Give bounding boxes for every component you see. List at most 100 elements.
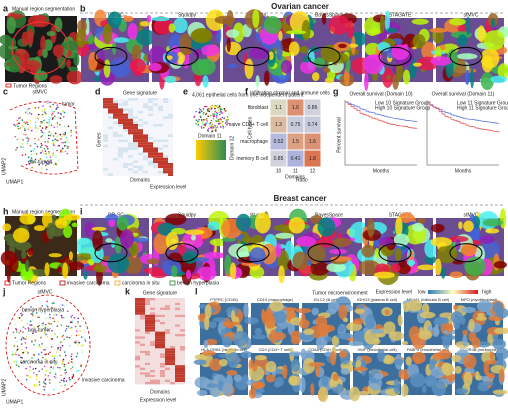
umap-point [63,111,66,114]
heatmap-cell [103,124,108,127]
heatmap-cell [140,372,145,375]
tissue-region [196,389,208,397]
heatmap-cell [128,121,133,124]
heatmap-cell [175,338,180,342]
umap-point [22,139,24,141]
panel-letter: f [245,86,249,96]
survival-curve [345,101,418,129]
umap-point [211,104,214,107]
tissue-region [373,271,395,279]
heatmap-cell [165,300,170,303]
heatmap-cell [165,365,170,368]
tissue-region [226,370,238,376]
umap-point [51,112,54,115]
heatmap-cell [170,307,175,310]
heatmap-cell [153,131,158,135]
umap-point [217,118,220,121]
heatmap-cell [108,152,113,156]
tissue-region [377,349,386,362]
heatmap-cell [150,370,155,373]
heatmap-cell [163,165,168,169]
heatmap-cell [113,108,118,111]
heatmap-cell [145,341,150,344]
umap-point [52,139,54,142]
umap-point [56,336,59,338]
umap-point [48,379,51,381]
umap-point [74,325,77,328]
umap-point [53,375,56,378]
tissue-region [252,362,258,372]
umap-point [64,354,67,357]
heatmap-cell [143,155,148,158]
umap-point [222,125,225,128]
umap-point [38,381,41,383]
heatmap-cell [155,326,160,330]
heatmap-cell [163,103,168,106]
umap-point [57,116,59,118]
heatmap-cell [128,113,133,117]
tissue-region [285,30,307,35]
umap-point [58,144,61,147]
heatmap-cell [113,173,118,176]
heatmap-cell [138,170,143,174]
heatmap-cell [165,374,170,378]
umap-point [46,304,48,306]
umap-point [54,163,57,166]
heatmap-cell [133,170,138,174]
umap-point [47,163,50,165]
umap-point [54,132,57,135]
heatmap-cell [123,142,128,145]
heatmap-cell [133,126,138,130]
tissue-region [268,51,274,61]
umap-point [37,113,40,116]
plot-title: Overall survival (Domain 11) [432,91,495,97]
heatmap-cell [145,302,150,306]
heatmap-cell [135,346,140,349]
tissue-region [493,260,507,269]
heatmap-cell [170,350,175,354]
umap-point [25,367,27,370]
tissue-region [193,48,203,58]
heatmap-cell [155,358,160,361]
tissue-region [298,319,310,329]
heatmap-cell [160,365,165,368]
heatmap-cell [180,324,185,327]
heatmap-cell [123,98,128,101]
umap-point [13,360,16,363]
heatmap-cell [153,100,158,104]
column-label: 11 [293,168,298,174]
heatmap-cell [170,326,175,330]
heatmap-cell [140,370,145,373]
heatmap-cell [148,116,153,119]
tissue-region [254,327,263,336]
tissue-region [191,234,196,241]
legend-swatch [4,280,11,286]
heatmap-cell [168,134,173,137]
heatmap-cell [160,334,165,337]
umap-point [214,104,217,107]
umap-point [45,325,47,328]
heatmap-cell [163,105,168,109]
umap-point [14,135,17,138]
heatmap-cell [123,124,128,127]
umap-point [45,156,48,158]
heatmap-cell [158,144,163,148]
heatmap-cell [140,346,145,349]
tissue-region [385,75,392,80]
umap-point [57,159,60,162]
umap-point [198,111,201,113]
tumor-outline [11,21,69,75]
heatmap-cell [108,131,113,135]
tissue-region [323,67,331,73]
umap-point [224,126,227,128]
heatmap-cell [128,142,133,145]
umap-point [45,162,48,164]
highlight-circle [94,46,128,66]
panel-title: stMVC [38,289,53,295]
panel-letter: g [333,86,339,96]
heatmap-cell [138,113,143,117]
tissue-region [430,223,445,233]
heatmap-cell [175,374,180,378]
tissue-region [173,17,188,34]
umap-point [64,133,67,135]
